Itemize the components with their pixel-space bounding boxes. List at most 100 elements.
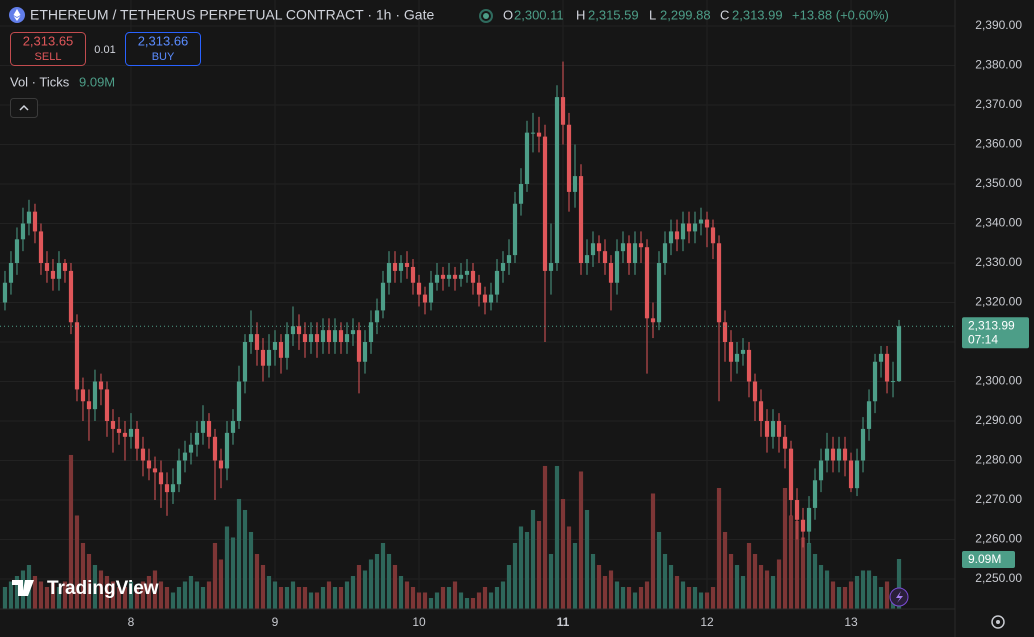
logo-text: TradingView xyxy=(47,578,159,599)
y-tick-label: 2,300.00 xyxy=(975,374,1022,388)
y-tick-label: 2,380.00 xyxy=(975,58,1022,72)
candle-body xyxy=(44,263,50,271)
candle-body xyxy=(854,460,860,489)
candle-body xyxy=(386,263,392,283)
candle-body xyxy=(590,243,596,256)
candle-body xyxy=(806,507,812,532)
candle-body xyxy=(548,263,554,271)
candle-body xyxy=(758,401,764,422)
volume-bar xyxy=(158,581,164,609)
volume-bar xyxy=(506,564,512,609)
volume-bar xyxy=(434,592,440,609)
candle-body xyxy=(278,342,284,358)
ohlc-value: 2,315.59 xyxy=(588,7,639,22)
countdown: 07:14 xyxy=(968,332,998,346)
sell-price: 2,313.65 xyxy=(23,33,74,48)
candle-body xyxy=(182,452,188,461)
header: ETHEREUM / TETHERUS PERPETUAL CONTRACT ·… xyxy=(9,7,889,118)
volume-bar xyxy=(476,592,482,609)
volume-bar xyxy=(680,581,686,609)
candle-body xyxy=(470,270,476,283)
y-tick-label: 2,370.00 xyxy=(975,97,1022,111)
candle-body xyxy=(674,231,680,240)
ohlc-label: C xyxy=(720,7,729,22)
candle-body xyxy=(170,484,176,493)
candle-body xyxy=(632,243,638,264)
volume-bar xyxy=(344,581,350,609)
candle-body xyxy=(536,132,542,137)
candle-body xyxy=(692,223,698,232)
symbol-icon-glyph xyxy=(13,9,21,21)
volume-bar xyxy=(452,581,458,609)
candle-body xyxy=(680,223,686,240)
candle-body xyxy=(152,468,158,473)
candle-body xyxy=(332,330,338,343)
volume-bar xyxy=(668,564,674,609)
candle-body xyxy=(26,211,32,224)
volume-bar xyxy=(404,581,410,609)
candle-body xyxy=(398,263,404,271)
candle-body xyxy=(356,330,362,362)
candle-body xyxy=(770,421,776,437)
volume-bar xyxy=(188,575,194,609)
volume-bar xyxy=(368,559,374,609)
candle-body xyxy=(8,263,14,283)
candle-body xyxy=(338,330,344,343)
candle-body xyxy=(260,349,266,366)
candle-body xyxy=(524,132,530,184)
candle-body xyxy=(842,448,848,461)
volume-bar xyxy=(512,542,518,609)
candle-body xyxy=(896,326,902,382)
volume-bar xyxy=(308,592,314,609)
volume-bar xyxy=(638,586,644,609)
candle-body xyxy=(512,203,518,256)
candle-body xyxy=(272,342,278,350)
last-price-label: 2,313.99 xyxy=(968,318,1015,332)
volume-bar xyxy=(614,581,620,609)
candle-body xyxy=(476,282,482,295)
candle-body xyxy=(380,282,386,311)
volume-bar xyxy=(74,515,80,609)
volume-bar xyxy=(782,487,788,609)
candle-body xyxy=(68,270,74,323)
volume-scale-label: 9.09M xyxy=(968,552,1001,566)
settings-button[interactable] xyxy=(991,615,1005,629)
volume-bar xyxy=(374,553,380,609)
volume-bar xyxy=(302,586,308,609)
volume-bar xyxy=(470,597,476,609)
buy-button[interactable] xyxy=(125,32,201,66)
candle-body xyxy=(662,243,668,264)
collapse-icon xyxy=(19,104,29,111)
collapse-button[interactable] xyxy=(10,98,38,118)
volume-bar xyxy=(56,586,62,609)
candle-body xyxy=(602,251,608,264)
volume-bar xyxy=(248,531,254,609)
volume-bar xyxy=(362,570,368,609)
volume-bar xyxy=(464,597,470,609)
volume-bar xyxy=(788,515,794,609)
volume-bar xyxy=(446,586,452,609)
candle-body xyxy=(254,334,260,350)
volume-bar xyxy=(608,570,614,609)
candle-body xyxy=(314,334,320,343)
volume-bar xyxy=(548,553,554,609)
candle-body xyxy=(584,255,590,264)
volume-bar xyxy=(104,575,110,609)
volume-bar xyxy=(878,586,884,609)
volume-bar xyxy=(806,542,812,609)
sell-button[interactable] xyxy=(10,32,86,66)
candle-body xyxy=(368,322,374,343)
volume-bar xyxy=(716,487,722,609)
x-tick-label: 9 xyxy=(272,615,279,629)
volume-legend[interactable]: Vol · Ticks xyxy=(10,74,70,89)
volume-bar xyxy=(794,520,800,609)
ohlc-label: H xyxy=(576,7,585,22)
candle-body xyxy=(350,330,356,335)
volume-bar xyxy=(650,493,656,609)
market-status[interactable] xyxy=(479,9,493,23)
candle-body xyxy=(194,432,200,445)
volume-bar xyxy=(602,575,608,609)
symbol-title[interactable]: ETHEREUM / TETHERUS PERPETUAL CONTRACT ·… xyxy=(30,7,434,23)
y-tick-label: 2,260.00 xyxy=(975,532,1022,546)
